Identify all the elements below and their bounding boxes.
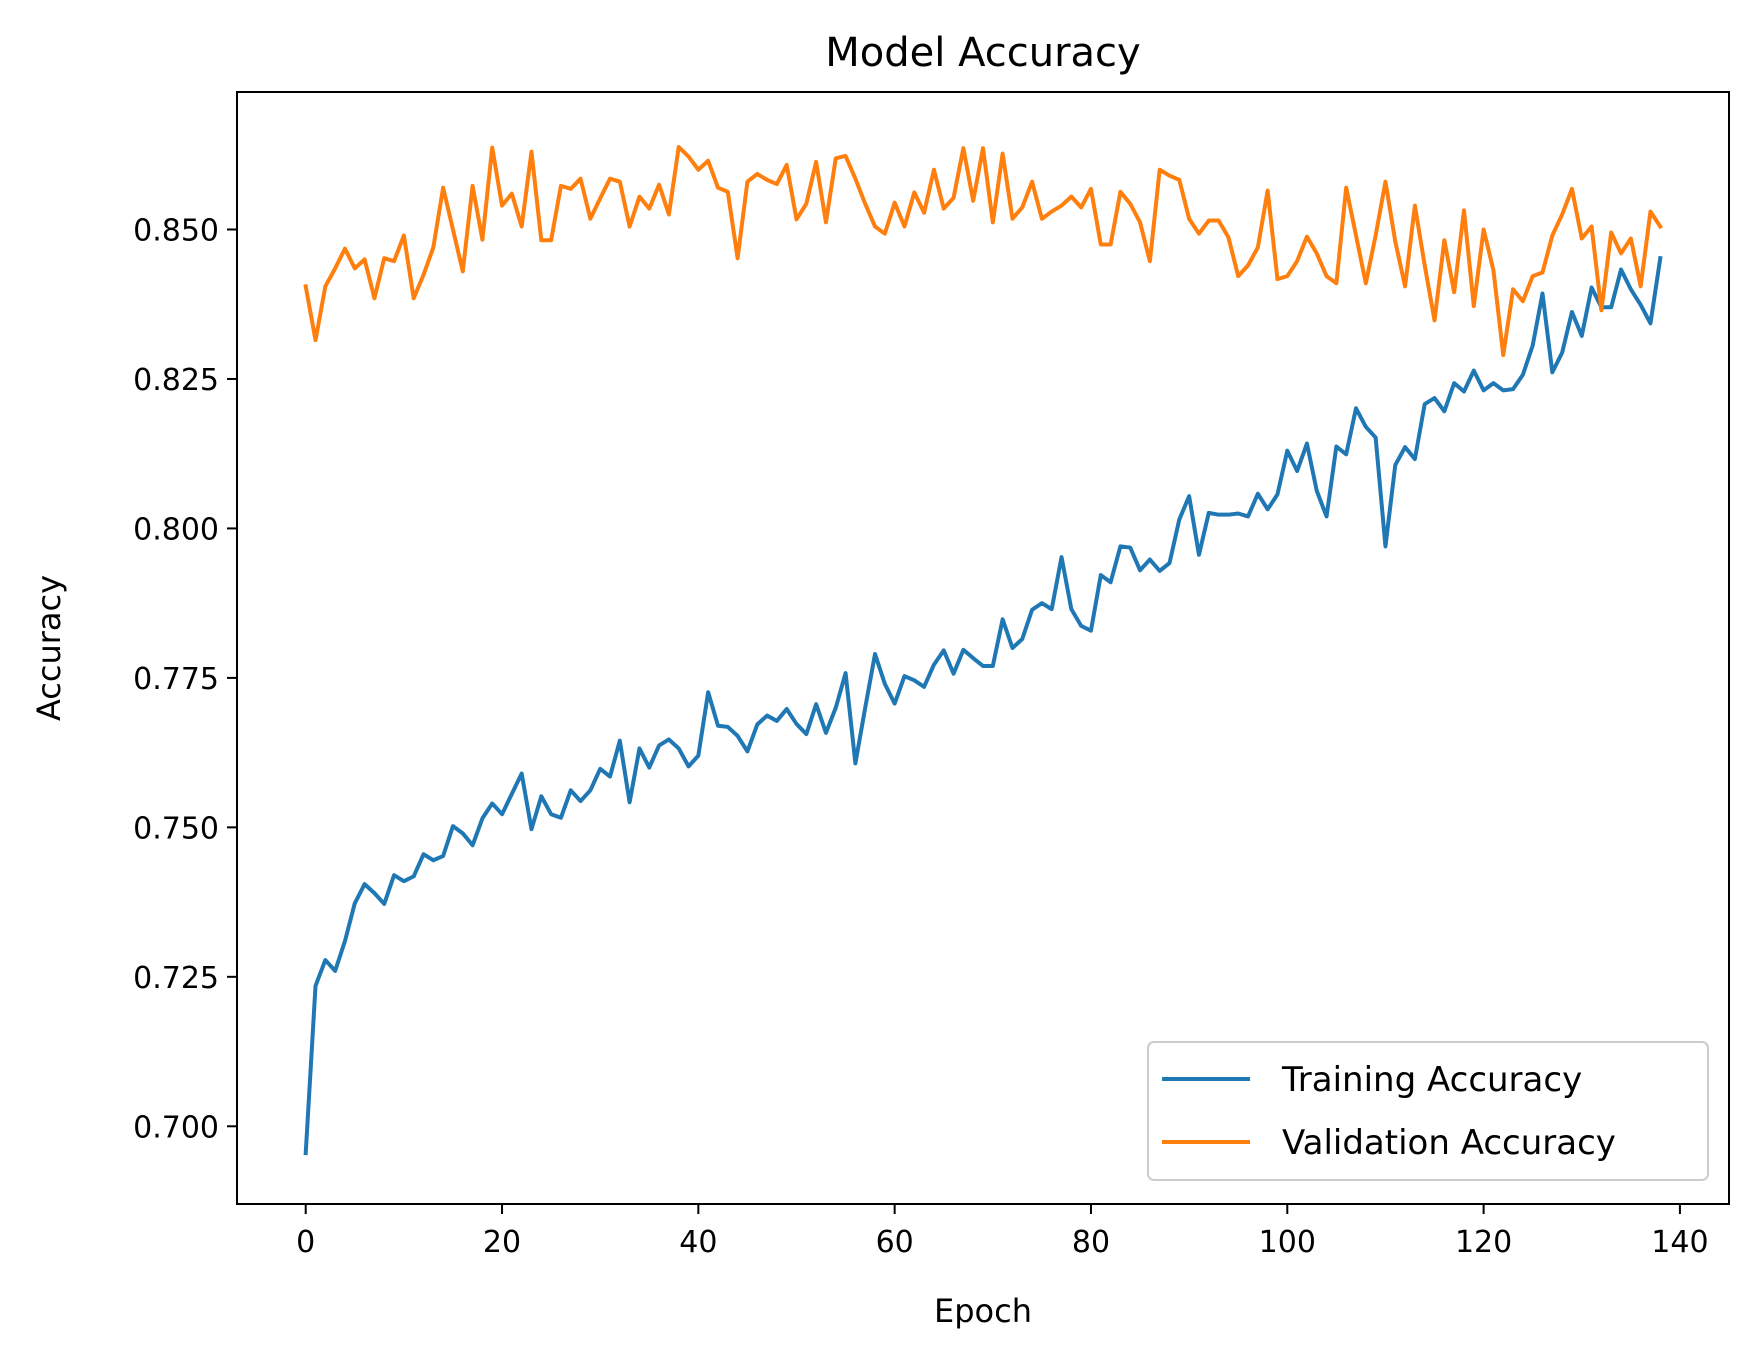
y-axis-ticks: 0.700 0.725 0.750 0.775 0.800 0.825 0.850 [133,214,237,1145]
x-tick-label: 0 [296,1225,315,1260]
y-tick-label: 0.775 [133,662,219,697]
legend: Training Accuracy Validation Accuracy [1147,1041,1709,1181]
y-tick-label: 0.725 [133,961,219,996]
plot-area [237,92,1729,1204]
x-tick-label: 80 [1072,1225,1110,1260]
x-axis-label: Epoch [934,1292,1032,1330]
plot-frame [236,91,1730,1205]
legend-box [1147,1041,1709,1181]
y-tick-label: 0.850 [133,214,219,249]
x-tick-label: 20 [483,1225,521,1260]
chart-title: Model Accuracy [825,30,1140,76]
x-tick-label: 100 [1259,1225,1316,1260]
y-tick-label: 0.800 [133,512,219,547]
series-line-validation-accuracy [303,145,1664,358]
x-tick-label: 40 [679,1225,717,1260]
x-tick-label: 60 [876,1225,914,1260]
y-axis-label: Accuracy [30,575,68,721]
legend-label-training: Training Accuracy [1281,1060,1582,1100]
series-line-training-accuracy [303,255,1663,1156]
y-tick-label: 0.700 [133,1110,219,1145]
y-tick-label: 0.750 [133,811,219,846]
x-axis-ticks: 0 20 40 60 80 100 120 140 [296,1204,1709,1260]
x-tick-label: 140 [1651,1225,1708,1260]
x-tick-label: 120 [1455,1225,1512,1260]
y-tick-label: 0.825 [133,363,219,398]
series-lines [303,145,1664,1156]
legend-label-validation: Validation Accuracy [1282,1123,1616,1163]
